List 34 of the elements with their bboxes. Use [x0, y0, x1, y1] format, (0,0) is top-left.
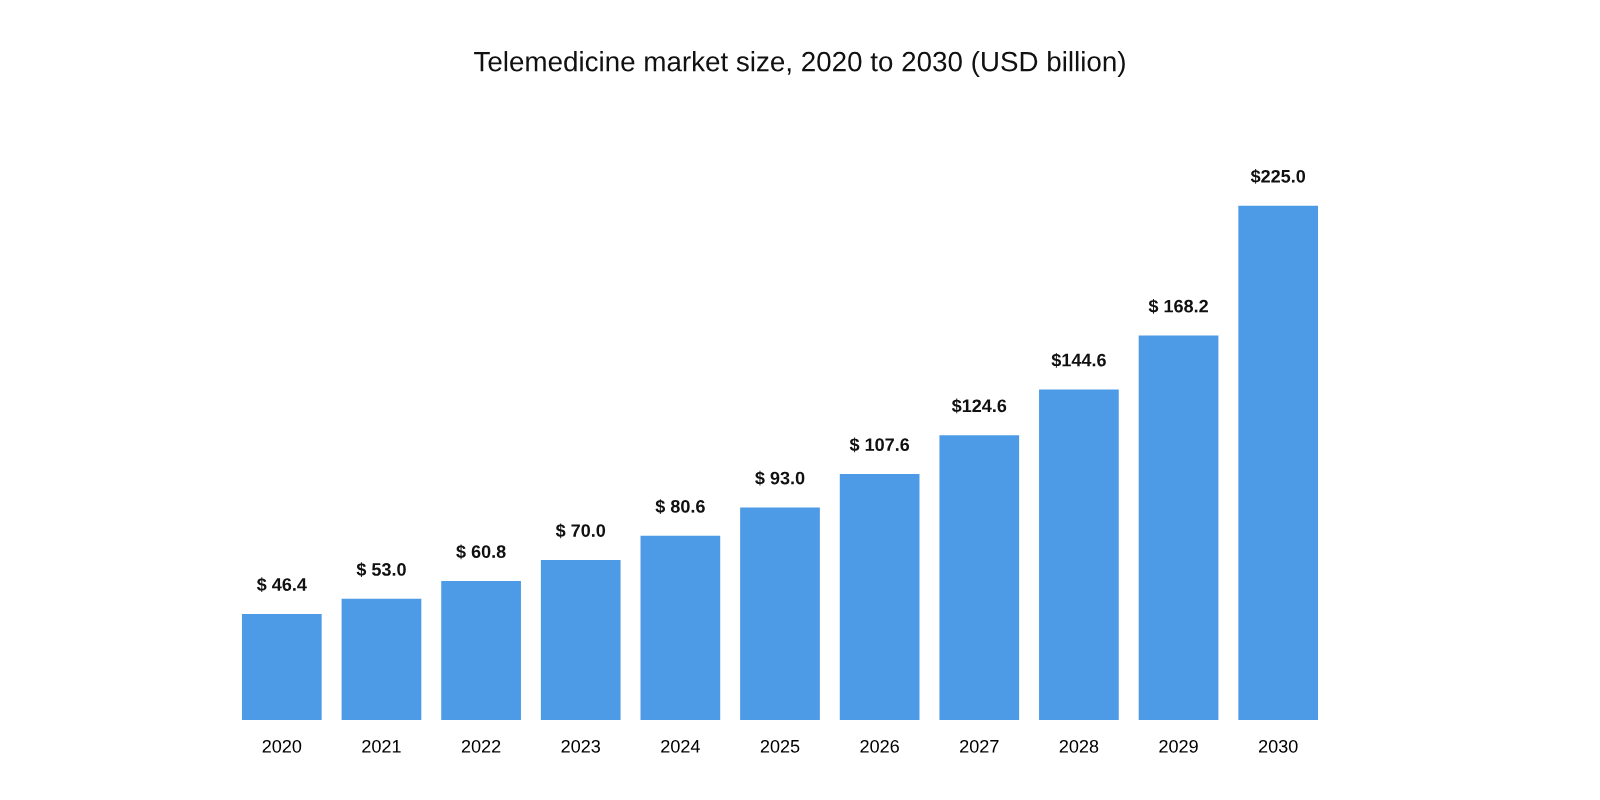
bar [1138, 335, 1219, 720]
bar [740, 507, 820, 720]
bar [441, 581, 521, 720]
data-label: $ 80.6 [655, 499, 705, 514]
x-tick-label: 2022 [461, 739, 501, 753]
data-label: $ 93.0 [755, 470, 805, 486]
x-tick-label: 2030 [1259, 739, 1298, 753]
data-label: $ 107.6 [849, 437, 910, 453]
x-tick-label: 2024 [661, 739, 700, 753]
data-label: $ 70.0 [555, 523, 606, 539]
data-label: $ 53.0 [356, 562, 406, 578]
data-label: $225.0 [1250, 169, 1306, 184]
x-tick-label: 2020 [262, 739, 302, 753]
x-tick-label: 2029 [1159, 739, 1198, 753]
x-tick-label: 2025 [760, 739, 800, 753]
bar [1039, 389, 1119, 720]
data-label: $ 60.8 [456, 544, 506, 560]
bar [540, 560, 621, 720]
bar [241, 613, 322, 720]
bar [640, 535, 721, 720]
x-tick-label: 2021 [362, 739, 401, 753]
chart-title: Telemedicine market size, 2020 to 2030 (USD billion) [474, 51, 1125, 77]
x-tick-label: 2027 [960, 739, 999, 753]
bar [839, 474, 920, 720]
data-label: $144.6 [1051, 352, 1106, 368]
bar [939, 435, 1020, 720]
bar [341, 598, 422, 720]
data-label: $ 168.2 [1148, 298, 1208, 314]
x-tick-label: 2026 [860, 739, 899, 753]
data-label: $124.6 [951, 398, 1007, 414]
data-label: $ 46.4 [256, 577, 307, 593]
x-tick-label: 2028 [1059, 739, 1099, 753]
bar [1238, 205, 1319, 720]
x-tick-label: 2023 [561, 739, 601, 753]
